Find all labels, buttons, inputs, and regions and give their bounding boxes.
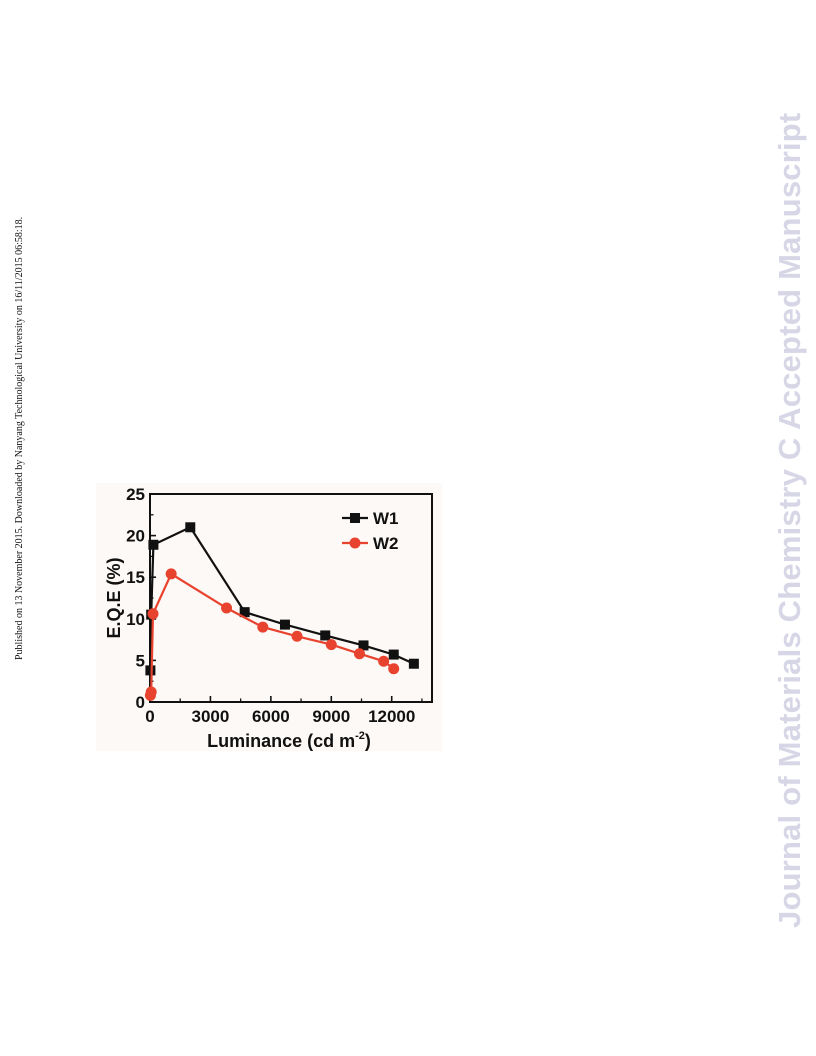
eqe-luminance-figure: 0 5 10 15 20 25 0 3000 6000 9000 12000 W1 W2 E.Q.E… — [96, 483, 442, 751]
data-point-w2 — [378, 655, 390, 667]
data-point-w1 — [239, 607, 250, 618]
axes: 0 5 10 15 20 25 0 3000 6000 9000 12000 — [126, 485, 433, 726]
data-point-w1 — [408, 658, 419, 669]
y-tick-label: 5 — [136, 651, 145, 670]
legend-marker-w2 — [349, 537, 361, 549]
eqe-chart: 0 5 10 15 20 25 0 3000 6000 9000 12000 W1 W2 E.Q.E… — [104, 485, 433, 751]
x-tick-label: 0 — [145, 707, 154, 726]
series-layer — [144, 522, 419, 701]
journal-watermark: Journal of Materials Chemistry C Accepte… — [772, 112, 807, 928]
data-point-w2 — [291, 630, 303, 642]
x-tick-label: 12000 — [368, 707, 415, 726]
data-point-w2 — [165, 568, 177, 580]
y-axis-title: E.Q.E (%) — [104, 557, 124, 638]
series-line-w2 — [149, 572, 395, 696]
y-tick-label: 15 — [126, 568, 145, 587]
y-axis-title-text: E.Q.E (%) — [104, 557, 124, 638]
x-axis-title-sup: -2 — [355, 730, 365, 742]
x-tick-label: 3000 — [192, 707, 230, 726]
legend-label-w1: W1 — [373, 509, 399, 528]
data-point-w2 — [388, 663, 400, 675]
x-tick-label: 9000 — [312, 707, 350, 726]
legend: W1 W2 — [342, 509, 399, 553]
data-point-w1 — [279, 619, 290, 630]
data-point-w1 — [185, 522, 196, 533]
data-point-w1 — [145, 665, 156, 676]
download-note: Published on 13 November 2015. Downloade… — [14, 216, 25, 660]
data-point-w2 — [353, 648, 365, 660]
data-point-w2 — [325, 639, 337, 651]
legend-label-w2: W2 — [373, 534, 399, 553]
data-point-w1 — [388, 649, 399, 660]
x-axis-title: Luminance (cd m-2) — [207, 730, 371, 751]
y-tick-label: 20 — [126, 527, 145, 546]
y-tick-label: 25 — [126, 485, 145, 504]
data-point-w1 — [148, 539, 159, 550]
data-point-w2 — [147, 608, 159, 620]
x-axis-title-suffix: ) — [365, 731, 371, 751]
y-tick-label: 0 — [136, 693, 145, 712]
data-point-w1 — [358, 640, 369, 651]
y-tick-label: 10 — [126, 610, 145, 629]
x-tick-label: 6000 — [252, 707, 290, 726]
data-point-w2 — [145, 686, 157, 698]
data-point-w2 — [257, 621, 269, 633]
legend-marker-w1 — [350, 513, 360, 523]
data-point-w1 — [320, 630, 331, 641]
data-point-w2 — [221, 602, 233, 614]
x-axis-title-main: Luminance (cd m — [207, 731, 355, 751]
series-line-w1 — [149, 525, 415, 671]
